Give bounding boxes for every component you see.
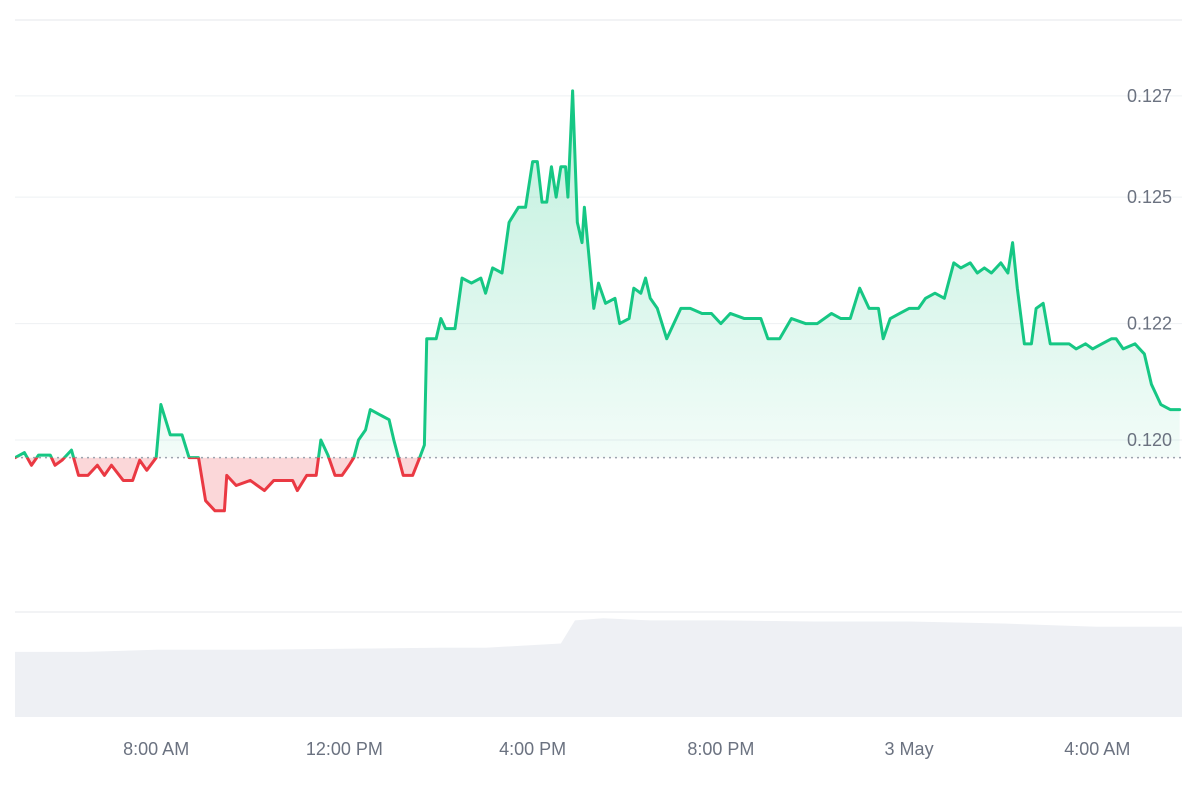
y-tick-label: 0.120 xyxy=(1127,430,1172,450)
y-tick-label: 0.127 xyxy=(1127,86,1172,106)
x-tick-label: 4:00 AM xyxy=(1064,739,1130,759)
price-area-down xyxy=(27,457,420,511)
y-tick-label: 0.122 xyxy=(1127,314,1172,334)
x-tick-label: 4:00 PM xyxy=(499,739,566,759)
volume-area xyxy=(15,618,1182,717)
x-tick-label: 3 May xyxy=(885,739,934,759)
x-tick-label: 8:00 PM xyxy=(687,739,754,759)
y-tick-label: 0.125 xyxy=(1127,187,1172,207)
labels-layer: 0.127 0.125 0.122 0.120 8:00 AM 12:00 PM 4:00 … xyxy=(123,86,1172,759)
line-layer xyxy=(15,89,1182,513)
x-tick-label: 12:00 PM xyxy=(306,739,383,759)
volume-layer xyxy=(15,618,1182,717)
fill-layer xyxy=(15,90,1182,511)
price-area-up xyxy=(15,90,1180,458)
price-line-up xyxy=(15,89,1182,458)
x-tick-label: 8:00 AM xyxy=(123,739,189,759)
price-line-down xyxy=(15,457,422,513)
